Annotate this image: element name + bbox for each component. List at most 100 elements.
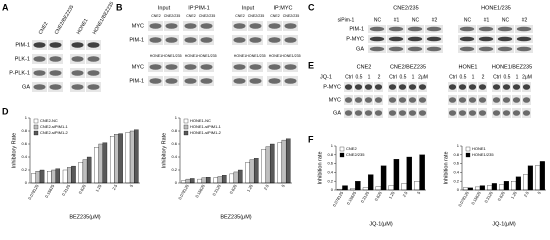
blot-band <box>418 110 427 116</box>
blot-band <box>497 26 513 32</box>
lane-label: 0.5 <box>356 74 363 80</box>
bar <box>189 178 195 184</box>
lane-label: HONE1 <box>150 54 162 58</box>
bar <box>281 139 287 184</box>
legend-swatch <box>183 130 189 136</box>
blot-band <box>458 110 467 116</box>
legend-label: HONE1-NC <box>190 118 211 123</box>
lane-label: HONE1/235 <box>246 54 265 58</box>
bar <box>515 176 521 191</box>
bar <box>406 156 413 191</box>
blot-band <box>149 64 162 70</box>
legend-label: CNE2 <box>346 146 357 151</box>
bar <box>51 169 56 184</box>
bar <box>487 185 493 191</box>
blot-band <box>233 64 246 70</box>
bar <box>269 143 275 184</box>
bar <box>380 165 387 191</box>
y-tick-label: 0.8 <box>21 128 27 133</box>
row-label: PIM-1 <box>129 78 144 84</box>
group-label: IP:PIM-1 <box>188 5 209 11</box>
x-axis-title: BEZ235(μM) <box>69 214 100 220</box>
blot-band <box>497 46 513 52</box>
blot-band <box>522 97 531 103</box>
row-label: MYC <box>329 97 341 103</box>
row-label: P-MYC <box>323 84 341 90</box>
bar <box>86 156 92 184</box>
cell-label: HONE1/235 <box>481 5 511 11</box>
legend-swatch <box>33 130 39 136</box>
blot-band <box>184 64 197 70</box>
blot-band <box>502 97 511 103</box>
blot-band <box>364 84 373 90</box>
blot-band <box>374 97 383 103</box>
blot-band <box>418 84 427 90</box>
lane-label: 2μM <box>522 74 532 80</box>
blot-band <box>71 70 84 76</box>
cell-label: HONE1/BEZ235 <box>492 64 532 70</box>
legend-label: CNE2-siPIM1-1 <box>40 124 69 129</box>
lane-label: CNE2 <box>235 14 245 18</box>
lane-label: CNE2 <box>151 14 161 18</box>
blot-band <box>478 110 487 116</box>
lane-label: 0.5 <box>504 74 511 80</box>
group-label: Input <box>158 5 171 11</box>
blot-band <box>233 78 246 84</box>
blot-band <box>426 26 442 32</box>
legend-swatch <box>339 146 345 152</box>
bar <box>118 133 123 184</box>
bar <box>47 171 52 184</box>
bar <box>375 186 382 191</box>
y-tick-label: 0.4 <box>453 169 459 174</box>
x-tick-label: 0.15625 <box>470 190 482 206</box>
blot-band <box>33 70 46 76</box>
lane-label: CNE2/235 <box>199 14 216 18</box>
blot-band <box>516 46 532 52</box>
y-tick-label: 0.6 <box>453 161 459 166</box>
blot-band <box>33 56 46 62</box>
blot-band <box>165 64 178 70</box>
blot-band <box>49 42 62 48</box>
blot-band <box>344 97 353 103</box>
y-tick-label: 0 <box>175 180 178 185</box>
bar <box>277 142 283 184</box>
bar <box>98 143 103 184</box>
blot-band <box>284 23 297 29</box>
blot-band <box>49 84 62 90</box>
blot-band <box>87 84 100 90</box>
legend-label: HONE1 <box>472 146 487 151</box>
x-tick-label: 0.078125 <box>332 190 345 208</box>
bar <box>388 185 395 191</box>
blot-band <box>448 110 457 116</box>
bar <box>109 136 115 184</box>
blot-band <box>502 110 511 116</box>
lane-label: 0.5 <box>400 74 407 80</box>
blot-band <box>374 84 383 90</box>
y-tick-label: 0.6 <box>171 141 177 146</box>
blot-band <box>284 64 297 70</box>
y-tick-label: 0.2 <box>327 178 333 183</box>
lane-label: Ctrl <box>345 74 353 80</box>
bar <box>233 171 239 184</box>
blot-band <box>426 46 442 52</box>
bar <box>245 162 251 184</box>
blot-band <box>184 23 197 29</box>
panel-letter: A <box>2 2 9 12</box>
blot-band <box>364 110 373 116</box>
legend-swatch <box>339 152 345 158</box>
bar <box>213 177 219 184</box>
blot-band <box>71 56 84 62</box>
bar <box>367 174 374 191</box>
blot-band <box>407 36 423 42</box>
blot-band <box>388 46 404 52</box>
bar <box>71 165 76 184</box>
y-axis-title: Inhibition rate <box>443 151 449 184</box>
y-axis-title: Inhibitory Rate <box>11 133 17 168</box>
y-tick-label: 0.4 <box>171 154 177 159</box>
blot-band <box>408 97 417 103</box>
blot-band <box>459 36 475 42</box>
column-label: HONE1/BEZ235 <box>92 1 116 36</box>
blot-band <box>200 37 213 43</box>
panel-letter: E <box>308 60 314 70</box>
x-tick-label: 0.3125 <box>211 183 222 197</box>
